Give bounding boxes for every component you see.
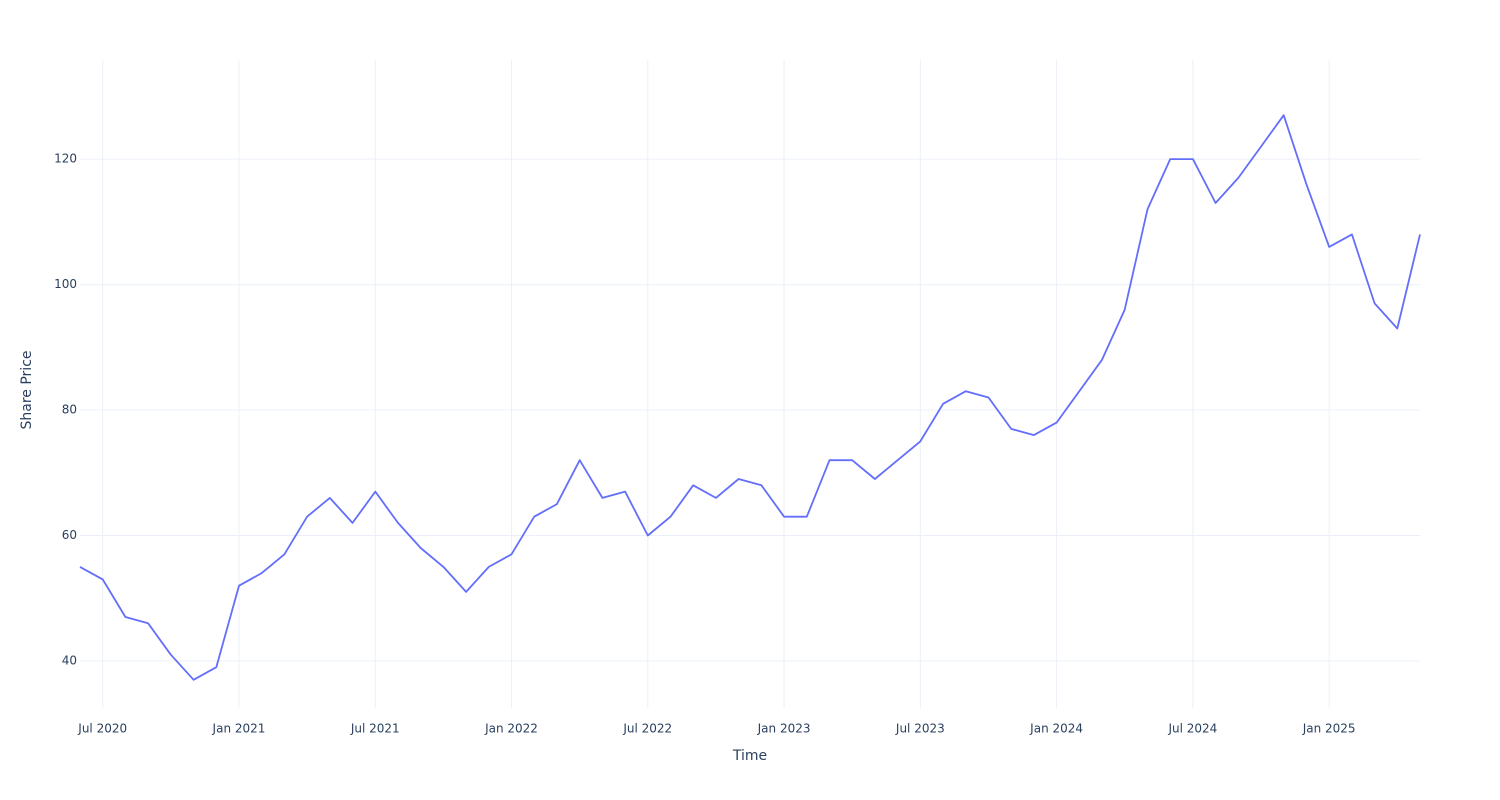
x-tick-label: Jan 2025 (1302, 722, 1356, 736)
price-line (79, 114, 1421, 681)
y-tick-label: 40 (62, 653, 77, 667)
y-tick-label: 80 (62, 403, 77, 417)
x-tick-label: Jul 2023 (895, 722, 945, 736)
y-tick-label: 120 (54, 152, 77, 166)
x-tick-label: Jul 2020 (77, 722, 127, 736)
x-tick-label: Jul 2021 (350, 722, 400, 736)
x-tick-label: Jul 2022 (622, 722, 672, 736)
y-tick-label: 100 (54, 277, 77, 291)
x-tick-label: Jan 2023 (757, 722, 811, 736)
x-axis-title: Time (732, 748, 767, 764)
y-axis-title: Share Price (19, 350, 35, 429)
x-tick-label: Jan 2024 (1029, 722, 1083, 736)
x-tick-label: Jan 2022 (484, 722, 538, 736)
x-tick-label: Jul 2024 (1167, 722, 1217, 736)
x-tick-label: Jan 2021 (212, 722, 266, 736)
y-tick-label: 60 (62, 528, 77, 542)
